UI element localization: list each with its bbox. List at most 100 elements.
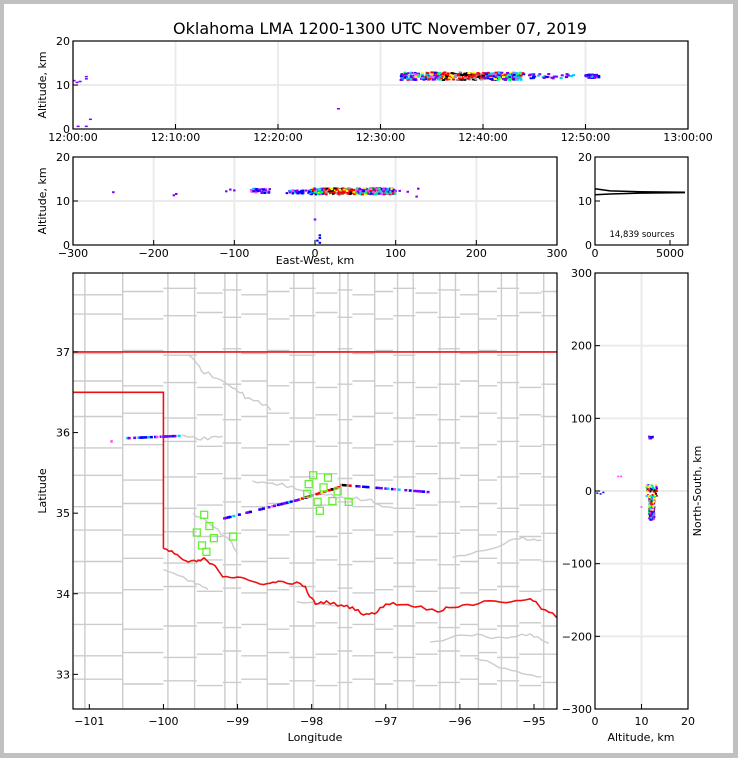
- time-axis-tick-label: 12:30:00: [356, 131, 405, 144]
- source-point: [648, 485, 651, 488]
- source-point: [383, 192, 386, 195]
- source-point: [311, 190, 314, 193]
- source-point: [503, 74, 507, 77]
- source-point: [447, 76, 451, 79]
- map-source-point: [226, 516, 230, 519]
- source-point: [88, 118, 92, 121]
- map-source-point: [258, 508, 262, 511]
- source-point: [321, 192, 325, 195]
- east-west-panel: −300 −200 −100 0 100 200 300 0 10 20 Altitude, km…: [36, 151, 568, 267]
- source-point: [258, 189, 262, 192]
- source-point: [327, 190, 331, 193]
- source-point: [318, 236, 322, 239]
- source-point: [481, 72, 485, 75]
- source-point: [439, 78, 443, 81]
- river-line: [296, 601, 342, 607]
- source-point: [422, 78, 426, 81]
- source-point: [285, 192, 289, 195]
- source-point: [386, 188, 390, 191]
- source-point: [399, 75, 403, 78]
- source-point: [653, 490, 656, 493]
- source-point: [444, 77, 448, 80]
- map-source-point: [147, 435, 151, 439]
- altitude-axis-tick-label: 20: [578, 151, 592, 164]
- map-source-point: [357, 485, 361, 488]
- time-axis-tick-label: 13:00:00: [663, 131, 712, 144]
- source-point: [380, 192, 383, 195]
- source-point: [333, 191, 336, 194]
- source-point: [655, 488, 658, 491]
- source-point: [291, 192, 295, 195]
- map-source-point: [297, 498, 301, 501]
- source-point: [532, 75, 536, 78]
- altitude-axis-tick-label: 20: [56, 151, 70, 164]
- map-source-point: [166, 435, 170, 438]
- source-point: [602, 491, 605, 494]
- source-point: [417, 187, 420, 190]
- source-point: [256, 187, 259, 190]
- source-point: [490, 77, 494, 80]
- map-source-point: [375, 486, 379, 490]
- source-point: [652, 490, 655, 493]
- source-point: [530, 73, 534, 76]
- source-point: [382, 190, 385, 193]
- source-point: [388, 193, 392, 196]
- source-point: [508, 77, 512, 80]
- longitude-axis-tick-label: −97: [374, 715, 397, 728]
- source-point: [521, 72, 525, 75]
- source-point: [560, 74, 564, 77]
- source-point: [482, 76, 486, 79]
- county-boundaries: [73, 273, 557, 709]
- source-point: [479, 78, 483, 81]
- source-point: [458, 73, 462, 76]
- source-point: [291, 191, 295, 194]
- source-point: [335, 191, 339, 194]
- source-point: [430, 74, 434, 77]
- source-point: [450, 77, 454, 80]
- map-source-point: [355, 484, 359, 488]
- source-point: [414, 75, 418, 78]
- source-point: [334, 187, 337, 190]
- map-source-point: [245, 511, 249, 515]
- source-point: [413, 72, 417, 75]
- lma-station-marker: [304, 479, 313, 489]
- source-point: [301, 192, 304, 195]
- source-point: [388, 187, 392, 190]
- source-point: [401, 78, 405, 81]
- time-height-ylabel: Altitude, km: [36, 51, 49, 118]
- source-point: [426, 72, 430, 75]
- source-point: [371, 192, 375, 195]
- river-line: [252, 480, 394, 509]
- map-source-point: [327, 489, 331, 492]
- source-point: [372, 191, 375, 194]
- source-point: [512, 78, 516, 81]
- source-point: [593, 76, 597, 79]
- count-axis-tick-label: 0: [592, 247, 599, 260]
- source-point: [444, 73, 448, 76]
- texas-panhandle-border: [73, 391, 165, 549]
- county-line: [73, 678, 557, 687]
- source-point: [654, 495, 657, 498]
- map-source-point: [415, 489, 419, 493]
- source-point: [435, 75, 439, 78]
- source-point: [463, 77, 467, 80]
- source-point: [585, 75, 589, 78]
- source-point: [338, 191, 342, 194]
- north-south-axis-tick-label: 300: [571, 267, 592, 280]
- north-south-axis-tick-label: 0: [585, 485, 592, 498]
- source-point: [325, 193, 328, 196]
- source-point: [572, 74, 576, 77]
- lma-station-marker: [197, 541, 207, 550]
- source-point: [489, 74, 493, 77]
- source-point: [356, 188, 359, 191]
- source-point: [550, 76, 554, 79]
- source-point: [430, 73, 434, 76]
- map-source-point: [228, 515, 232, 519]
- source-point: [650, 500, 653, 503]
- source-point: [501, 76, 505, 79]
- source-point: [254, 191, 258, 194]
- source-point: [467, 72, 471, 75]
- map-source-point: [282, 502, 286, 505]
- source-point: [645, 486, 648, 489]
- county-line: [73, 412, 557, 421]
